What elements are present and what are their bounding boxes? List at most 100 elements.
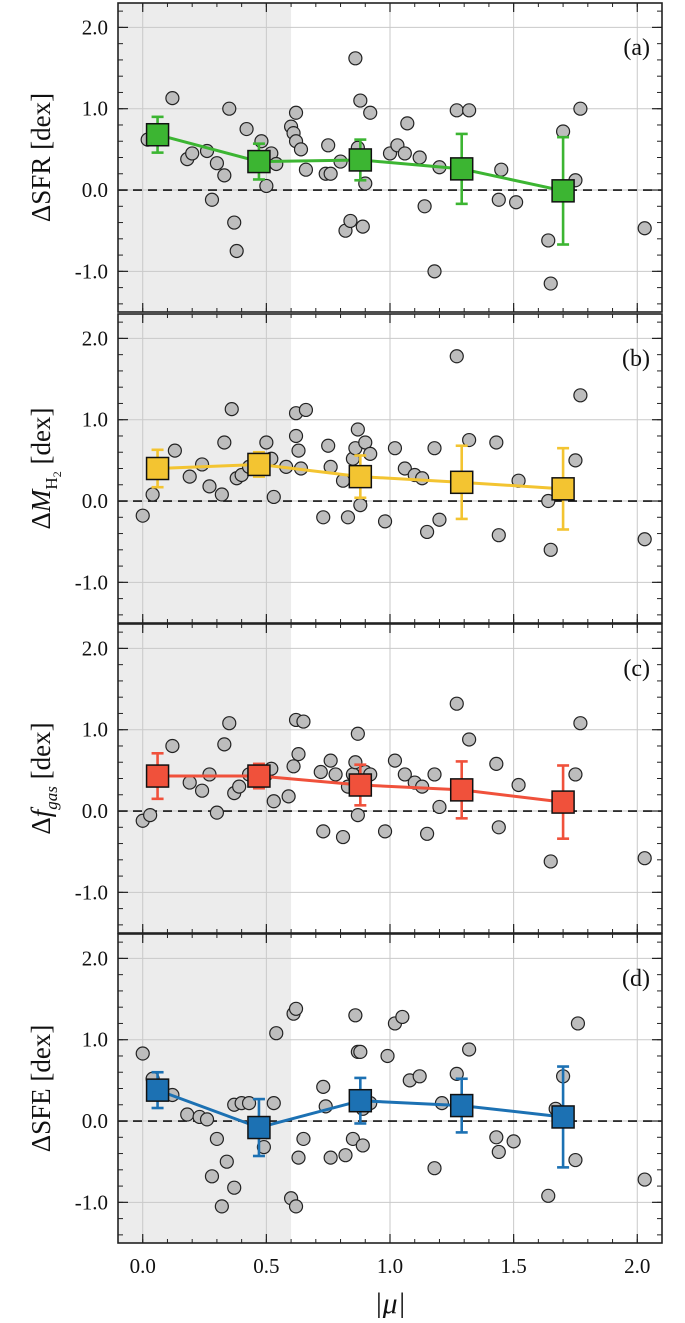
x-tick-label: 1.0 <box>377 1254 403 1278</box>
y-tick-label: 1.0 <box>82 408 108 432</box>
scatter-point <box>543 854 558 869</box>
scatter-point <box>194 457 210 472</box>
scatter-point <box>293 142 309 157</box>
scatter-point <box>363 105 378 120</box>
scatter-point <box>491 820 506 835</box>
scatter-point <box>269 1026 284 1041</box>
scatter-point <box>298 402 314 418</box>
binned-square <box>145 122 170 147</box>
scatter-point <box>353 93 368 108</box>
scatter-point <box>259 435 274 450</box>
scatter-point <box>573 101 588 116</box>
scatter-point <box>415 471 430 486</box>
scatter-point <box>400 116 415 131</box>
x-axis-label: |μ| <box>374 1287 406 1318</box>
x-tick-label: 0.0 <box>130 1254 156 1278</box>
scatter-point <box>363 446 378 461</box>
binned-square <box>145 1078 170 1102</box>
scatter-point <box>209 1131 225 1147</box>
scatter-point <box>432 512 447 527</box>
panel-label: (b) <box>622 346 650 372</box>
scatter-point <box>323 1150 338 1165</box>
scatter-points <box>140 51 652 291</box>
x-tick-label: 2.0 <box>624 1254 650 1278</box>
scatter-point <box>217 168 232 183</box>
y-tick-label: -1.0 <box>75 259 108 283</box>
scatter-point <box>637 221 652 236</box>
scatter-point <box>350 807 365 823</box>
scatter-point <box>343 213 358 229</box>
scatter-point <box>167 443 182 458</box>
plot-frame <box>117 313 663 624</box>
binned-square <box>551 179 575 203</box>
scatter-point <box>432 799 447 815</box>
scatter-point <box>637 532 652 547</box>
scatter-point <box>135 508 150 523</box>
scatter-point <box>380 1048 395 1064</box>
scatter-point <box>227 215 242 230</box>
binned-square <box>449 778 474 802</box>
scatter-point <box>353 1044 368 1060</box>
scatter-point <box>217 737 232 752</box>
ylabel-subscript: H <box>42 477 61 489</box>
scatter-point <box>419 826 435 841</box>
y-tick-label: -1.0 <box>75 570 108 594</box>
panel-label: (d) <box>622 966 650 992</box>
scatter-point <box>328 767 343 782</box>
scatter-point <box>204 192 220 207</box>
scatter-point <box>637 1172 652 1187</box>
scatter-point <box>281 789 296 804</box>
scatter-point <box>491 528 506 543</box>
y-tick-label: 0.0 <box>82 489 108 513</box>
scatter-points <box>135 696 652 869</box>
panel-4: 2.0 1.0 0.0 -1.0 (d) ΔSFE [dex] 0.0 0.5 1.0 1.5 2.… <box>26 933 663 1320</box>
scatter-point <box>239 121 254 137</box>
scatter-point <box>298 162 314 177</box>
x-tick-label: 0.5 <box>253 1254 279 1278</box>
scatter-point <box>462 732 477 747</box>
scatter-point <box>259 178 274 194</box>
scatter-point <box>241 1096 257 1111</box>
scatter-point <box>335 829 351 845</box>
scatter-point <box>145 487 160 502</box>
scatter-point <box>489 1130 504 1145</box>
panel-label: (a) <box>623 35 650 61</box>
scatter-point <box>506 1134 521 1149</box>
shaded-region <box>118 934 292 1243</box>
y-tick-label: 2.0 <box>82 946 108 970</box>
scatter-point <box>397 461 412 476</box>
scatter-point <box>412 150 427 165</box>
binned-square <box>551 1105 575 1129</box>
scatter-point <box>202 767 217 782</box>
scatter-point <box>340 510 356 525</box>
panel-label: (c) <box>623 656 650 682</box>
scatter-point <box>449 349 464 364</box>
scatter-point <box>637 851 652 866</box>
scatter-point <box>462 1042 477 1057</box>
scatter-point <box>296 1131 311 1147</box>
scatter-point <box>491 192 506 207</box>
scatter-point <box>288 428 304 444</box>
binned-square <box>449 157 474 181</box>
scatter-point <box>209 156 225 171</box>
scatter-point <box>397 146 412 161</box>
scatter-point <box>296 714 311 729</box>
scatter-point <box>568 453 583 468</box>
y-axis-label: ΔMH2 [dex] <box>26 408 64 530</box>
binned-square <box>247 149 271 174</box>
scatter-point <box>511 777 526 793</box>
scatter-point <box>348 1008 363 1023</box>
scatter-point <box>321 438 336 453</box>
scatter-point <box>449 1066 464 1081</box>
y-tick-label: 2.0 <box>82 326 108 350</box>
scatter-point <box>165 738 180 754</box>
scatter-point <box>266 1096 281 1111</box>
y-axis-label: ΔSFE [dex] <box>26 1025 56 1153</box>
scatter-point <box>291 443 306 458</box>
scatter-point <box>209 805 225 820</box>
binned-square <box>145 456 170 481</box>
panel-2: 2.0 1.0 0.0 -1.0 (b) ΔMH2 [dex] <box>26 313 663 624</box>
ylabel-sub-subscript: 2 <box>50 471 64 477</box>
scatter-point <box>288 1001 304 1016</box>
